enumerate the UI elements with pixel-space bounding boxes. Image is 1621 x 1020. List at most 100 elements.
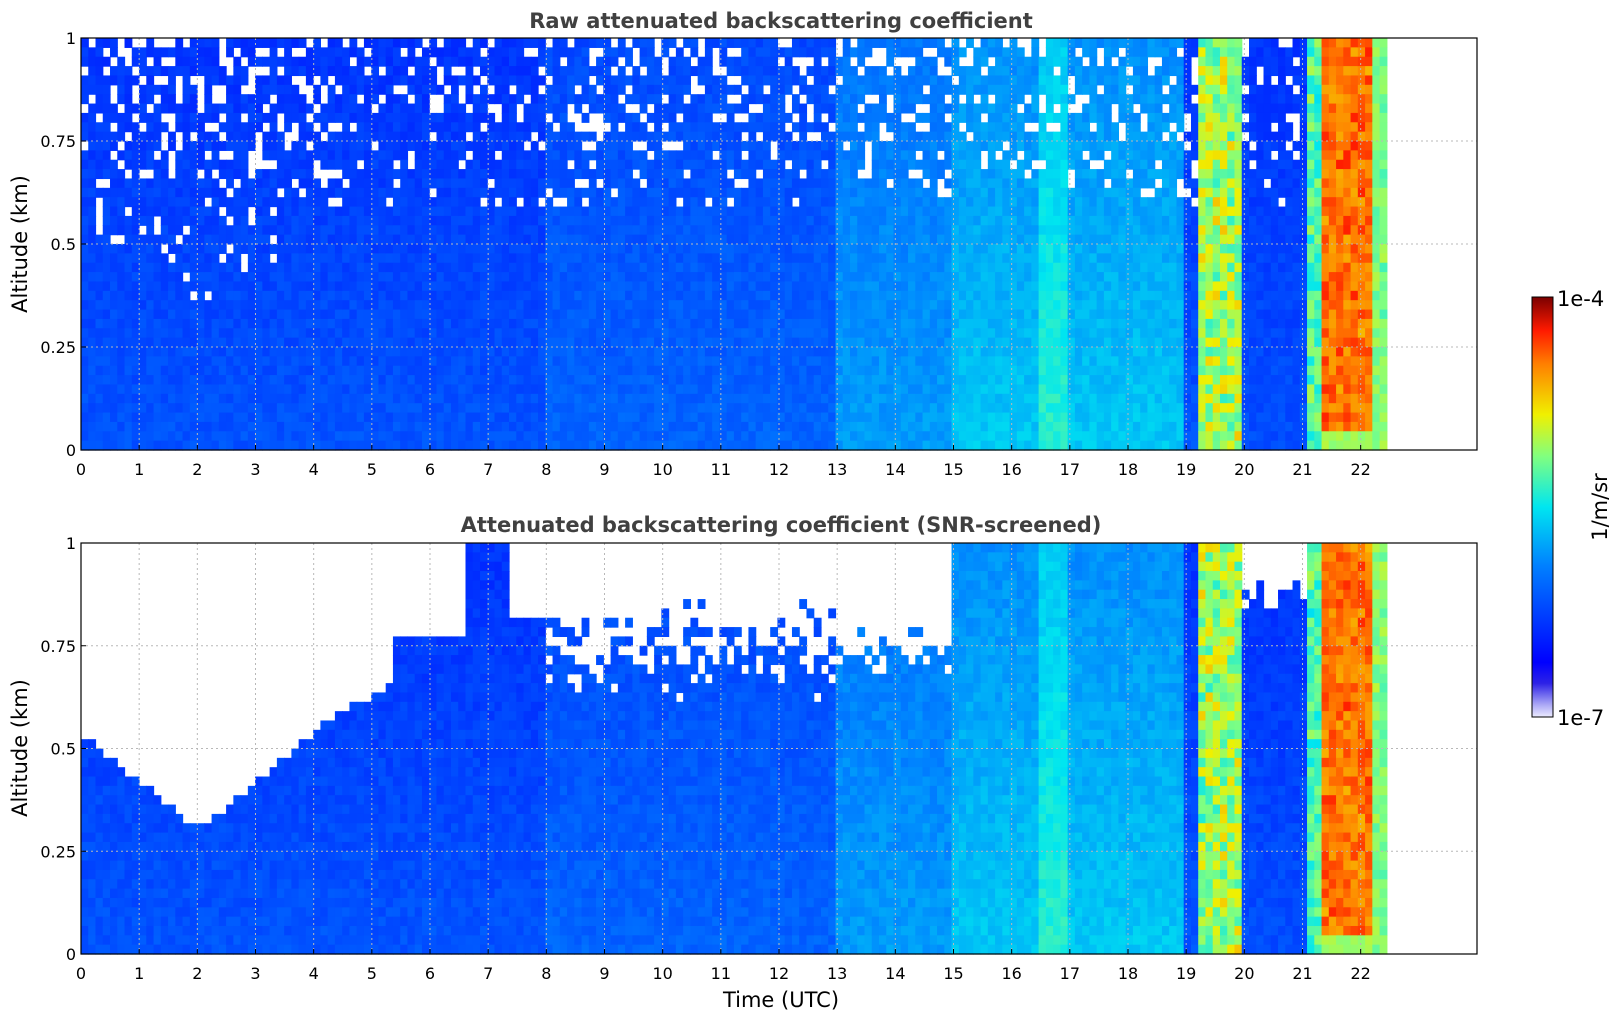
heatmap-cell — [813, 412, 822, 423]
heatmap-cell — [842, 393, 851, 404]
heatmap-cell — [197, 150, 205, 161]
heatmap-cell — [937, 281, 945, 292]
heatmap-cell — [726, 178, 735, 189]
heatmap-cell — [334, 272, 343, 283]
heatmap-cell — [879, 75, 887, 86]
heatmap-cell — [247, 440, 256, 451]
heatmap-cell — [908, 103, 916, 114]
heatmap-cell — [414, 375, 423, 386]
heatmap-cell — [777, 412, 786, 423]
heatmap-cell — [915, 412, 924, 423]
heatmap-cell — [893, 393, 902, 404]
heatmap-cell — [414, 75, 423, 86]
heatmap-cell — [349, 112, 358, 123]
heatmap-cell — [146, 187, 155, 198]
heatmap-cell — [842, 347, 851, 357]
heatmap-cell — [450, 197, 459, 208]
heatmap-cell — [668, 290, 677, 301]
heatmap-cell — [298, 431, 307, 442]
heatmap-cell — [480, 412, 488, 423]
heatmap-cell — [762, 309, 771, 320]
heatmap-cell — [552, 47, 561, 58]
heatmap-cell — [233, 375, 242, 386]
heatmap-cell — [799, 38, 808, 48]
heatmap-cell — [574, 253, 583, 264]
heatmap-cell — [726, 300, 735, 311]
heatmap-cell — [617, 440, 626, 451]
heatmap-cell — [900, 262, 909, 273]
heatmap-cell — [625, 309, 633, 320]
heatmap-cell — [320, 262, 329, 273]
heatmap-cell — [385, 94, 394, 105]
heatmap-cell — [973, 84, 982, 95]
heatmap-cell — [378, 234, 387, 245]
heatmap-cell — [762, 150, 771, 161]
heatmap-cell — [385, 56, 394, 67]
heatmap-cell — [480, 375, 488, 386]
heatmap-cell — [204, 412, 213, 423]
heatmap-cell — [255, 281, 263, 292]
heatmap-cell — [879, 375, 887, 386]
heatmap-cell — [509, 365, 517, 376]
heatmap-cell — [378, 75, 387, 86]
heatmap-cell — [900, 281, 909, 292]
heatmap-cell — [131, 131, 140, 142]
heatmap-cell — [690, 309, 699, 320]
heatmap-cell — [378, 393, 387, 404]
heatmap-cell — [552, 94, 561, 105]
heatmap-cell — [755, 56, 764, 67]
heatmap-cell — [102, 272, 111, 283]
heatmap-cell — [922, 38, 931, 48]
heatmap-cell — [857, 384, 866, 395]
heatmap-cell — [886, 38, 895, 48]
heatmap-cell — [320, 290, 329, 301]
heatmap-cell — [697, 206, 706, 217]
heatmap-cell — [603, 318, 612, 329]
heatmap-cell — [487, 440, 496, 451]
heatmap-cell — [226, 431, 234, 442]
heatmap-cell — [741, 187, 750, 198]
heatmap-cell — [110, 347, 118, 357]
heatmap-cell — [675, 384, 684, 395]
heatmap-cell — [835, 337, 844, 348]
heatmap-cell — [342, 365, 351, 376]
heatmap-cell — [762, 328, 771, 339]
heatmap-cell — [88, 131, 97, 142]
heatmap-cell — [501, 169, 510, 180]
heatmap-cell — [247, 384, 256, 395]
heatmap-cell — [262, 384, 271, 395]
heatmap-cell — [523, 122, 532, 133]
heatmap-cell — [320, 150, 329, 161]
heatmap-cell — [850, 421, 858, 432]
heatmap-cell — [719, 206, 728, 217]
heatmap-cell — [81, 187, 89, 198]
heatmap-cell — [363, 225, 372, 236]
heatmap-cell — [770, 431, 779, 442]
heatmap-cell — [182, 75, 191, 86]
heatmap-cell — [95, 47, 104, 58]
heatmap-cell — [494, 253, 503, 264]
heatmap-cell — [421, 206, 430, 217]
heatmap-cell — [639, 56, 648, 67]
heatmap-cell — [530, 281, 539, 292]
heatmap-cell — [886, 169, 895, 180]
heatmap-cell — [552, 84, 561, 95]
heatmap-cell — [784, 262, 793, 273]
heatmap-cell — [791, 337, 800, 348]
heatmap-cell — [675, 375, 684, 386]
heatmap-cell — [334, 225, 343, 236]
heatmap-cell — [117, 56, 126, 67]
heatmap-cell — [581, 412, 590, 423]
heatmap-cell — [625, 440, 633, 451]
heatmap-cell — [704, 431, 713, 442]
heatmap-cell — [545, 169, 554, 180]
heatmap-cell — [211, 197, 220, 208]
heatmap-cell — [443, 347, 452, 357]
heatmap-cell — [966, 384, 974, 395]
heatmap-cell — [516, 225, 525, 236]
heatmap-cell — [414, 421, 423, 432]
heatmap-cell — [110, 421, 118, 432]
heatmap-cell — [610, 309, 619, 320]
heatmap-cell — [487, 300, 496, 311]
heatmap-cell — [124, 159, 133, 170]
